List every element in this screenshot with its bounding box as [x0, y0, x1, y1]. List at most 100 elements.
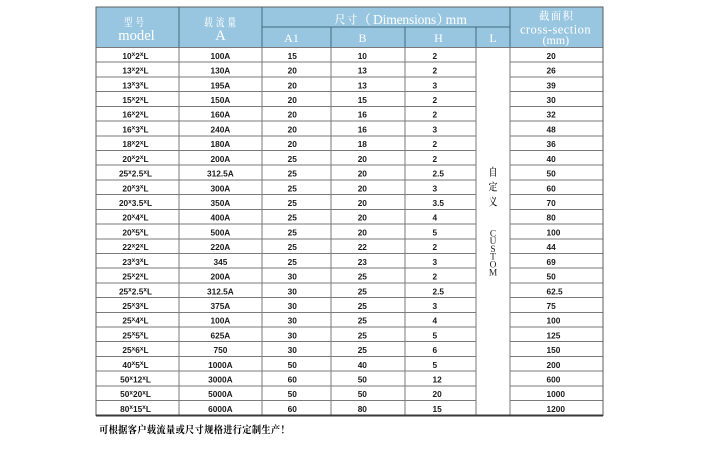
svg-text:10: 10 [358, 51, 368, 61]
svg-text:160A: 160A [210, 110, 230, 120]
svg-text:18x2xL: 18x2xL [122, 139, 148, 149]
svg-text:model: model [118, 28, 154, 44]
svg-text:20: 20 [288, 110, 298, 120]
svg-text:15: 15 [433, 404, 443, 414]
svg-text:25x4xL: 25x4xL [122, 316, 148, 326]
svg-text:25: 25 [288, 183, 298, 193]
svg-text:16: 16 [358, 110, 368, 120]
svg-text:5000A: 5000A [208, 389, 232, 399]
svg-text:30: 30 [288, 316, 298, 326]
svg-text:16: 16 [358, 124, 368, 134]
svg-text:(mm): (mm) [542, 33, 569, 47]
svg-text:70: 70 [547, 198, 557, 208]
svg-text:1200: 1200 [547, 404, 566, 414]
svg-text:25: 25 [288, 227, 298, 237]
svg-text:25x5xL: 25x5xL [122, 330, 148, 340]
svg-text:25: 25 [358, 330, 368, 340]
svg-text:15: 15 [288, 51, 298, 61]
svg-text:20: 20 [358, 198, 368, 208]
svg-text:75: 75 [547, 301, 557, 311]
svg-text:25: 25 [358, 286, 368, 296]
svg-text:100A: 100A [210, 51, 230, 61]
svg-text:30: 30 [288, 286, 298, 296]
svg-text:25: 25 [288, 242, 298, 252]
svg-text:600: 600 [547, 375, 561, 385]
svg-text:30: 30 [547, 95, 557, 105]
svg-text:cross-section: cross-section [520, 23, 591, 37]
svg-text:C: C [490, 229, 496, 239]
svg-text:312.5A: 312.5A [207, 286, 234, 296]
svg-text:130A: 130A [210, 66, 230, 76]
svg-text:44: 44 [547, 242, 557, 252]
svg-text:62.5: 62.5 [547, 286, 564, 296]
svg-text:30: 30 [288, 272, 298, 282]
svg-text:2: 2 [433, 95, 438, 105]
svg-text:25: 25 [288, 169, 298, 179]
svg-text:20: 20 [288, 80, 298, 90]
svg-text:12: 12 [433, 375, 443, 385]
svg-text:20x5xL: 20x5xL [122, 227, 148, 237]
svg-text:3: 3 [433, 183, 438, 193]
svg-text:20: 20 [288, 139, 298, 149]
svg-text:L: L [489, 31, 496, 45]
svg-text:100: 100 [547, 227, 561, 237]
svg-text:50x20xL: 50x20xL [120, 389, 151, 399]
svg-text:16x3xL: 16x3xL [122, 124, 148, 134]
svg-text:26: 26 [547, 66, 557, 76]
svg-text:180A: 180A [210, 139, 230, 149]
svg-text:20: 20 [288, 95, 298, 105]
svg-text:750: 750 [213, 345, 227, 355]
svg-text:20x3.5xL: 20x3.5xL [119, 198, 152, 208]
svg-text:15x2xL: 15x2xL [122, 95, 148, 105]
svg-text:2: 2 [433, 66, 438, 76]
svg-text:48: 48 [547, 124, 557, 134]
svg-text:T: T [490, 253, 496, 263]
svg-text:25x2.5xL: 25x2.5xL [119, 169, 152, 179]
svg-text:20: 20 [358, 154, 368, 164]
svg-text:2: 2 [433, 154, 438, 164]
svg-text:16x2xL: 16x2xL [122, 110, 148, 120]
svg-text:20x2xL: 20x2xL [122, 154, 148, 164]
svg-text:100A: 100A [210, 316, 230, 326]
svg-text:3000A: 3000A [208, 375, 232, 385]
svg-text:350A: 350A [210, 198, 230, 208]
svg-text:40: 40 [547, 154, 557, 164]
svg-text:20: 20 [288, 66, 298, 76]
svg-text:20: 20 [547, 51, 557, 61]
svg-text:50: 50 [547, 169, 557, 179]
svg-text:30: 30 [288, 301, 298, 311]
svg-text:40x5xL: 40x5xL [122, 360, 148, 370]
svg-text:220A: 220A [210, 242, 230, 252]
svg-text:400A: 400A [210, 213, 230, 223]
svg-text:50: 50 [358, 375, 368, 385]
svg-text:39: 39 [547, 80, 557, 90]
svg-text:345: 345 [213, 257, 227, 267]
svg-text:3: 3 [433, 257, 438, 267]
svg-text:22: 22 [358, 242, 368, 252]
svg-text:H: H [434, 31, 443, 45]
svg-text:25: 25 [288, 154, 298, 164]
svg-text:3: 3 [433, 124, 438, 134]
svg-text:50: 50 [358, 389, 368, 399]
svg-text:A1: A1 [284, 31, 299, 45]
svg-text:A: A [215, 28, 226, 44]
svg-text:B: B [358, 31, 366, 45]
svg-text:25: 25 [358, 272, 368, 282]
svg-text:2: 2 [433, 51, 438, 61]
svg-text:200A: 200A [210, 154, 230, 164]
svg-text:23: 23 [358, 257, 368, 267]
svg-text:30: 30 [288, 345, 298, 355]
svg-text:20x4xL: 20x4xL [122, 213, 148, 223]
svg-text:2: 2 [433, 110, 438, 120]
svg-text:30: 30 [288, 330, 298, 340]
svg-text:150: 150 [547, 345, 561, 355]
svg-text:50x12xL: 50x12xL [120, 375, 151, 385]
svg-text:20: 20 [358, 183, 368, 193]
svg-text:375A: 375A [210, 301, 230, 311]
svg-text:80: 80 [358, 404, 368, 414]
svg-text:1000: 1000 [547, 389, 566, 399]
svg-text:20: 20 [288, 124, 298, 134]
svg-text:M: M [489, 268, 498, 278]
svg-text:195A: 195A [210, 80, 230, 90]
svg-text:25: 25 [358, 345, 368, 355]
